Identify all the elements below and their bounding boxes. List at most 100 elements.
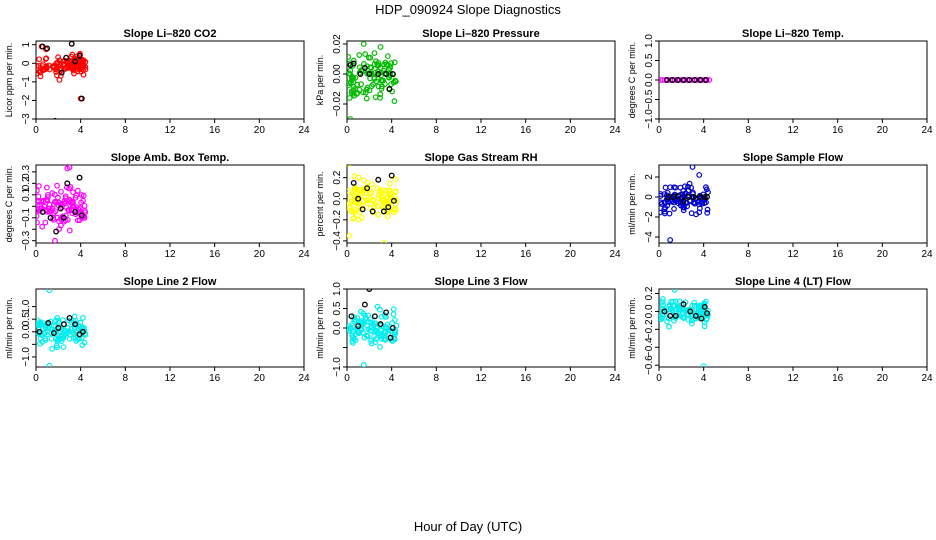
data-point (360, 329, 366, 336)
data-point (347, 95, 353, 101)
x-tick-label: 8 (123, 125, 129, 136)
data-point (688, 320, 695, 327)
data-point (351, 186, 358, 192)
highlight-point (60, 214, 67, 221)
y-tick-label: 0.5 (21, 312, 32, 326)
y-tick-label: 0.5 (332, 301, 343, 315)
x-tick-label: 12 (475, 125, 487, 136)
data-points (347, 165, 400, 243)
y-tick-label: 0.0 (21, 324, 32, 338)
data-point (74, 187, 81, 194)
highlight-point (366, 71, 373, 77)
data-point (662, 184, 669, 191)
data-point (354, 90, 361, 96)
outlier-point (667, 237, 674, 243)
data-point (671, 206, 677, 212)
data-point (375, 211, 382, 218)
data-point (42, 335, 49, 342)
highlight-point (68, 41, 75, 47)
chart-panel-1: Slope Li–820 CO2 0 4 8 12 16 20 24 −3 −2 −1 0 1 Licor… (4, 28, 310, 136)
data-point (367, 319, 374, 326)
data-point (668, 198, 675, 205)
data-point (352, 207, 359, 213)
data-point (354, 315, 361, 321)
data-point (36, 213, 40, 220)
x-tick-label: 0 (33, 249, 39, 260)
plot-frame (35, 164, 305, 244)
highlight-point (383, 71, 390, 77)
data-point (36, 187, 40, 194)
data-point (368, 328, 374, 334)
y-tick-label: −2 (21, 94, 32, 106)
y-tick-label: 1.0 (21, 299, 32, 313)
x-tick-label: 4 (701, 249, 707, 260)
x-tick-label: 12 (164, 249, 176, 260)
data-point (347, 325, 354, 332)
data-point (56, 57, 63, 64)
x-tick-label: 0 (656, 125, 662, 136)
data-point (36, 193, 42, 200)
highlight-point (387, 334, 394, 341)
panel-title: Slope Li–820 Pressure (422, 28, 539, 40)
data-point (363, 95, 370, 102)
highlight-point (359, 206, 366, 213)
data-point (358, 67, 365, 74)
data-point (55, 54, 61, 61)
y-tick-label: 0.0 (332, 191, 343, 205)
highlight-point (357, 71, 364, 77)
data-point (358, 322, 365, 329)
outlier-point (380, 240, 387, 243)
data-point (65, 63, 72, 70)
x-tick-label: 20 (877, 125, 889, 136)
data-point (71, 313, 78, 320)
data-points (36, 289, 89, 367)
y-tick-label: 0.02 (332, 34, 343, 54)
data-point (49, 326, 56, 333)
highlight-point (388, 172, 395, 179)
y-tick-label: 0.0 (332, 321, 343, 335)
highlight-point (64, 180, 71, 187)
highlight-point (66, 314, 73, 321)
data-point (392, 206, 398, 212)
x-tick-label: 4 (389, 249, 395, 260)
data-point (352, 74, 359, 81)
highlight-point (50, 330, 57, 336)
data-point (368, 324, 375, 331)
data-point (379, 198, 386, 205)
outlier-point (347, 232, 353, 239)
x-tick-label: 24 (298, 373, 310, 384)
outlier-point (377, 44, 384, 50)
highlight-point (702, 77, 709, 83)
y-axis-label: degrees C per min. (4, 166, 14, 243)
data-point (81, 207, 88, 214)
outlier-point (347, 116, 354, 119)
data-point (36, 56, 43, 63)
x-tick-label: 12 (475, 373, 487, 384)
x-tick-label: 16 (209, 249, 221, 260)
data-point (58, 204, 65, 211)
panel-title: Slope Li–820 Temp. (742, 28, 844, 40)
data-point (382, 59, 389, 66)
data-point (70, 189, 76, 196)
data-point (36, 68, 43, 75)
highlight-point (355, 195, 362, 202)
panel-title: Slope Li–820 CO2 (124, 28, 217, 40)
highlight-point (680, 301, 687, 308)
chart-panel-8: Slope Line 3 Flow 0 4 8 12 16 20 24 −1.0 0.0 0.5 1.… (315, 276, 621, 384)
data-point (66, 227, 73, 234)
data-point (49, 345, 55, 352)
data-point (691, 302, 698, 309)
x-tick-label: 24 (609, 373, 621, 384)
data-point (362, 316, 369, 322)
data-point (386, 180, 393, 187)
data-point (374, 203, 381, 210)
y-tick-label: 0.3 (21, 164, 32, 178)
data-point (362, 51, 369, 57)
x-tick-label: 24 (921, 373, 933, 384)
data-point (347, 54, 352, 60)
data-point (81, 339, 88, 346)
x-tick-label: 16 (520, 249, 532, 260)
data-point (373, 336, 380, 342)
data-point (686, 180, 693, 187)
